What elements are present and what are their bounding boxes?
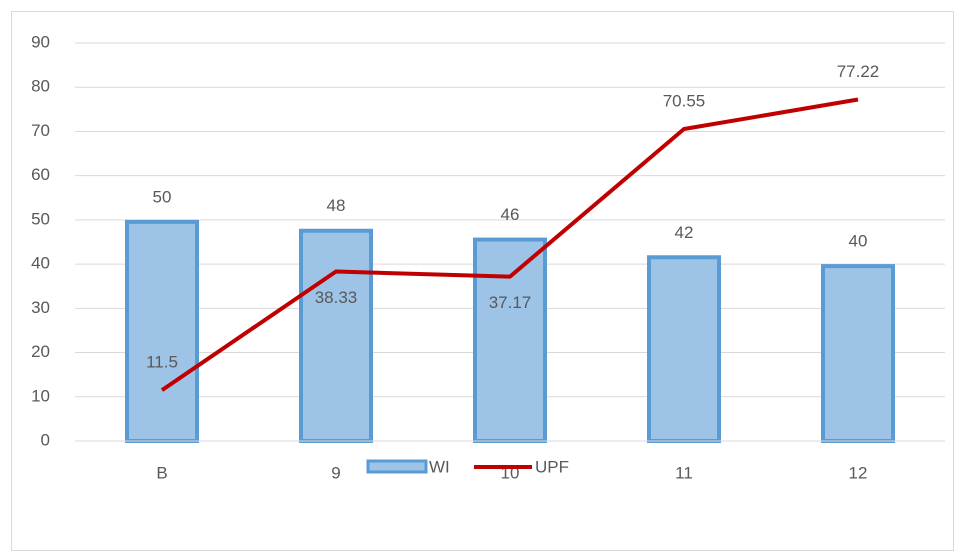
- bar: [821, 264, 895, 443]
- bar-value-label: 48: [327, 196, 346, 215]
- y-tick-label: 10: [31, 386, 50, 405]
- y-tick-label: 20: [31, 342, 50, 361]
- x-tick-label: B: [156, 463, 167, 482]
- line-value-label: 70.55: [663, 91, 706, 110]
- x-tick-label: 9: [331, 463, 340, 482]
- legend-label: UPF: [535, 457, 569, 476]
- bar: [299, 228, 373, 443]
- y-tick-label: 80: [31, 77, 50, 96]
- bar: [647, 255, 721, 443]
- y-tick-label: 60: [31, 165, 50, 184]
- bar-value-label: 46: [501, 205, 520, 224]
- y-tick-label: 30: [31, 298, 50, 317]
- bar-value-label: 42: [675, 223, 694, 242]
- x-tick-label: 11: [675, 463, 693, 482]
- bar-value-label: 40: [849, 232, 868, 251]
- bar: [125, 219, 199, 443]
- line-value-label: 11.5: [146, 353, 178, 372]
- x-tick-label: 12: [849, 463, 868, 482]
- legend-swatch: [366, 459, 428, 474]
- line-value-label: 37.17: [489, 293, 532, 312]
- y-tick-label: 90: [31, 32, 50, 51]
- legend-label: WI: [429, 457, 450, 476]
- y-tick-label: 0: [41, 430, 50, 449]
- y-tick-label: 70: [31, 121, 50, 140]
- line-value-label: 77.22: [837, 62, 880, 81]
- y-tick-label: 50: [31, 209, 50, 228]
- bar-value-label: 50: [153, 187, 172, 206]
- line-value-label: 38.33: [315, 288, 358, 307]
- line: [160, 97, 859, 392]
- bar: [473, 237, 547, 443]
- y-tick-label: 40: [31, 254, 50, 273]
